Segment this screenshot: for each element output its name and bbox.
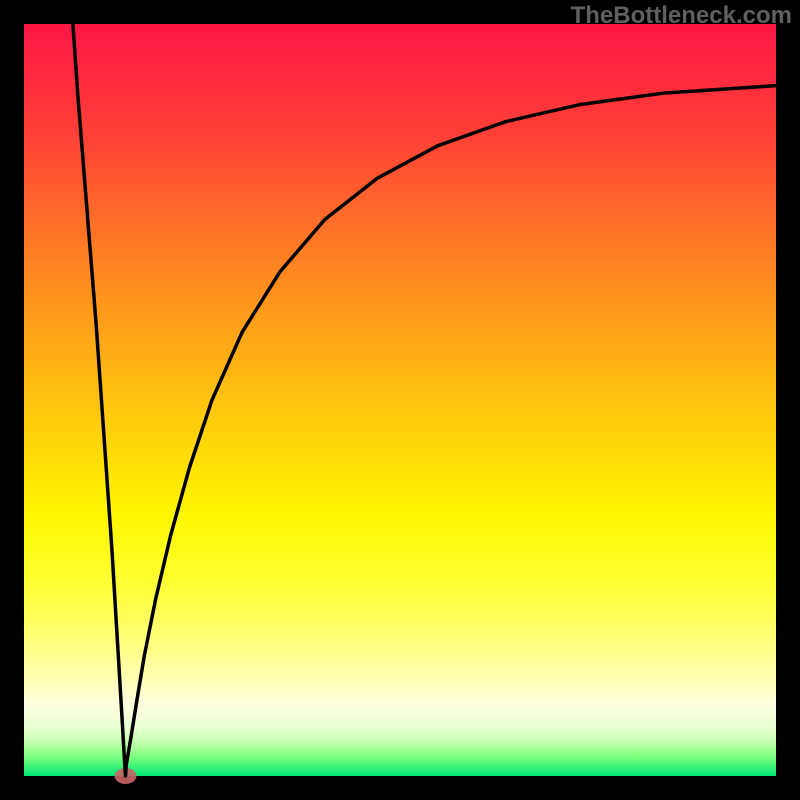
chart-plot-area bbox=[24, 24, 776, 776]
chart-container: TheBottleneck.com bbox=[0, 0, 800, 800]
bottleneck-curve-chart bbox=[0, 0, 800, 800]
watermark-text: TheBottleneck.com bbox=[571, 2, 792, 30]
